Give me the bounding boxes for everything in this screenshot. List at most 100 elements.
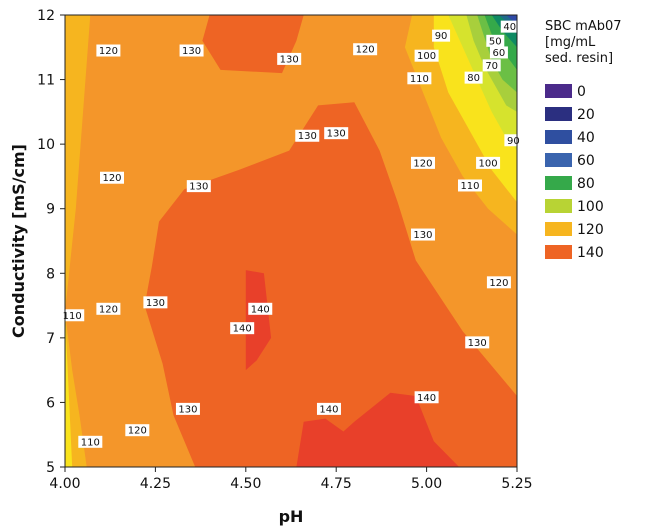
legend-label: 80 (577, 176, 595, 192)
contour-label-box (482, 59, 501, 72)
contour-label-text: 100 (479, 158, 498, 169)
contour-label-box (60, 309, 85, 322)
y-tick-label: 8 (46, 266, 55, 282)
contour-label-8: 100 (414, 49, 439, 62)
contour-label-box (504, 134, 523, 147)
contour-label-30: 140 (316, 402, 341, 415)
contour-label-17: 120 (100, 171, 125, 184)
contour-label-29: 130 (175, 402, 200, 415)
legend-title-line: SBC mAb07 (545, 19, 622, 34)
contour-label-box (353, 43, 378, 56)
y-tick-label: 12 (37, 8, 55, 24)
contour-label-box (179, 44, 204, 57)
contour-label-box (186, 180, 211, 193)
contour-region-2 (65, 15, 91, 312)
contour-label-text: 100 (417, 51, 436, 62)
contour-regions (65, 15, 517, 467)
contour-label-text: 90 (435, 31, 448, 42)
contour-label-text: 120 (99, 304, 118, 315)
y-tick-label: 9 (46, 202, 55, 218)
contour-label-12: 130 (295, 129, 320, 142)
legend-title-line: [mg/mL (545, 35, 596, 50)
contour-label-text: 110 (410, 74, 429, 85)
contour-label-10: 80 (464, 71, 483, 84)
x-tick-label: 5.25 (501, 476, 532, 492)
legend-label: 120 (577, 222, 604, 238)
contour-label-box (175, 402, 200, 415)
contour-label-box (489, 46, 508, 59)
contour-label-5: 40 (500, 20, 519, 33)
legend-label: 0 (577, 84, 586, 100)
contour-label-32: 110 (78, 435, 103, 448)
legend-label: 140 (577, 245, 604, 261)
contour-label-text: 130 (178, 404, 197, 415)
contour-label-box (295, 129, 320, 142)
x-tick-label: 4.75 (321, 476, 352, 492)
contour-label-16: 100 (476, 156, 501, 169)
contour-label-24: 140 (248, 302, 273, 315)
contour-label-box (486, 276, 511, 289)
contour-label-text: 120 (99, 46, 118, 57)
contour-label-text: 130 (327, 129, 346, 140)
contour-label-box (410, 156, 435, 169)
x-tick-label: 4.25 (140, 476, 171, 492)
legend-label: 60 (577, 153, 595, 169)
contour-label-text: 110 (63, 311, 82, 322)
contour-label-box (125, 424, 150, 437)
contour-label-27: 130 (465, 336, 490, 349)
legend-label: 20 (577, 107, 595, 123)
contour-label-box (316, 402, 341, 415)
contour-label-text: 120 (356, 45, 375, 56)
contour-label-text: 120 (128, 426, 147, 437)
contour-region-7 (245, 270, 272, 371)
legend-swatch (545, 199, 572, 213)
contour-label-box (410, 228, 435, 241)
contour-label-box (100, 171, 125, 184)
contour-label-31: 120 (125, 424, 150, 437)
y-tick-label: 10 (37, 137, 55, 153)
contour-region-1 (65, 312, 87, 467)
legend-swatch (545, 130, 572, 144)
legend-swatch (545, 245, 572, 259)
legend-swatch (545, 153, 572, 167)
plot-frame (64, 14, 518, 468)
legend-swatch (545, 176, 572, 190)
contour-label-14: 90 (504, 134, 523, 147)
contour-label-box (277, 52, 302, 65)
contour-label-text: 40 (503, 22, 516, 33)
contour-label-box (486, 34, 505, 47)
contour-label-box (414, 391, 439, 404)
contour-label-19: 110 (457, 179, 482, 192)
contour-label-20: 130 (410, 228, 435, 241)
contour-label-text: 140 (417, 393, 436, 404)
legend-swatch (545, 107, 572, 121)
y-axis: 5 6 7 8 9 10 11 12 (37, 8, 65, 476)
contour-label-text: 140 (319, 404, 338, 415)
contour-label-box (414, 49, 439, 62)
contour-label-text: 130 (280, 54, 299, 65)
contour-label-text: 130 (413, 230, 432, 241)
contour-label-text: 120 (413, 158, 432, 169)
contour-label-4: 90 (432, 29, 451, 42)
contour-label-box (407, 72, 432, 85)
contour-label-box (96, 44, 121, 57)
contour-label-15: 120 (410, 156, 435, 169)
y-tick-label: 11 (37, 73, 55, 89)
y-tick-label: 5 (46, 460, 55, 476)
x-axis-title: pH (279, 507, 304, 526)
contour-label-text: 110 (81, 437, 100, 448)
contour-label-3: 120 (353, 43, 378, 56)
contour-label-text: 80 (467, 73, 480, 84)
contour-label-2: 130 (277, 52, 302, 65)
y-axis-title: Conductivity [mS/cm] (9, 144, 28, 338)
contour-label-text: 110 (460, 181, 479, 192)
contour-label-text: 140 (233, 324, 252, 335)
contour-label-22: 130 (143, 296, 168, 309)
contour-label-text: 70 (485, 61, 498, 72)
contour-label-text: 130 (189, 182, 208, 193)
contour-label-box (78, 435, 103, 448)
legend-swatch (545, 222, 572, 236)
contour-label-box (230, 322, 255, 335)
